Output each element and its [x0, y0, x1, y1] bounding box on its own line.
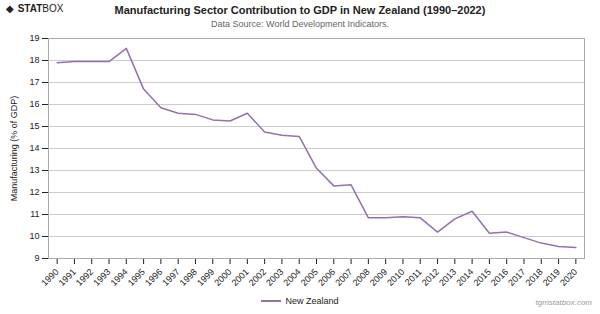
svg-text:1992: 1992 — [74, 267, 95, 288]
svg-text:2000: 2000 — [212, 267, 233, 288]
svg-text:11: 11 — [30, 209, 39, 219]
html-text:Data Source: World Development: Data Source: World Development Indicator… — [211, 19, 389, 29]
svg-text:1991: 1991 — [57, 267, 78, 288]
svg-text:2018: 2018 — [523, 267, 544, 288]
svg-text:2007: 2007 — [333, 267, 354, 288]
svg-text:2020: 2020 — [558, 267, 579, 288]
svg-text:2009: 2009 — [368, 267, 389, 288]
svg-text:14: 14 — [29, 143, 39, 153]
svg-text:9: 9 — [34, 253, 39, 263]
svg-text:1990: 1990 — [39, 267, 60, 288]
svg-text:12: 12 — [29, 187, 39, 197]
svg-text:1995: 1995 — [126, 267, 147, 288]
svg-text:2013: 2013 — [437, 267, 458, 288]
svg-text:1999: 1999 — [195, 267, 216, 288]
svg-text:2011: 2011 — [403, 267, 424, 288]
html-text:Manufacturing Sector Contribut: Manufacturing Sector Contribution to GDP… — [114, 4, 486, 16]
svg-text:2008: 2008 — [351, 267, 372, 288]
svg-text:16: 16 — [29, 99, 39, 109]
svg-text:2016: 2016 — [489, 267, 510, 288]
svg-text:2002: 2002 — [247, 267, 268, 288]
svg-text:10: 10 — [29, 231, 39, 241]
html-text:New Zealand: New Zealand — [285, 296, 339, 306]
svg-text:Manufacturing (% of GDP): Manufacturing (% of GDP) — [9, 96, 19, 202]
svg-text:1997: 1997 — [160, 267, 181, 288]
svg-text:17: 17 — [29, 77, 39, 87]
svg-text:1993: 1993 — [91, 267, 112, 288]
svg-text:2010: 2010 — [385, 267, 406, 288]
svg-text:2015: 2015 — [472, 267, 493, 288]
svg-text:1998: 1998 — [178, 267, 199, 288]
svg-text:2006: 2006 — [316, 267, 337, 288]
svg-text:2017: 2017 — [506, 267, 527, 288]
svg-text:2012: 2012 — [420, 267, 441, 288]
svg-text:2001: 2001 — [230, 267, 251, 288]
svg-text:13: 13 — [29, 165, 39, 175]
html-text:◆ STAT BOX: ◆ STAT BOX — [6, 3, 64, 14]
svg-text:19: 19 — [29, 33, 39, 43]
svg-text:18: 18 — [29, 55, 39, 65]
svg-text:2014: 2014 — [454, 267, 475, 288]
html-text:tgmstatbox.com: tgmstatbox.com — [535, 298, 592, 307]
svg-text:2003: 2003 — [264, 267, 285, 288]
svg-text:2005: 2005 — [299, 267, 320, 288]
svg-text:15: 15 — [29, 121, 39, 131]
svg-text:1994: 1994 — [109, 267, 130, 288]
svg-text:1996: 1996 — [143, 267, 164, 288]
svg-text:2004: 2004 — [281, 267, 302, 288]
svg-text:2019: 2019 — [541, 267, 562, 288]
